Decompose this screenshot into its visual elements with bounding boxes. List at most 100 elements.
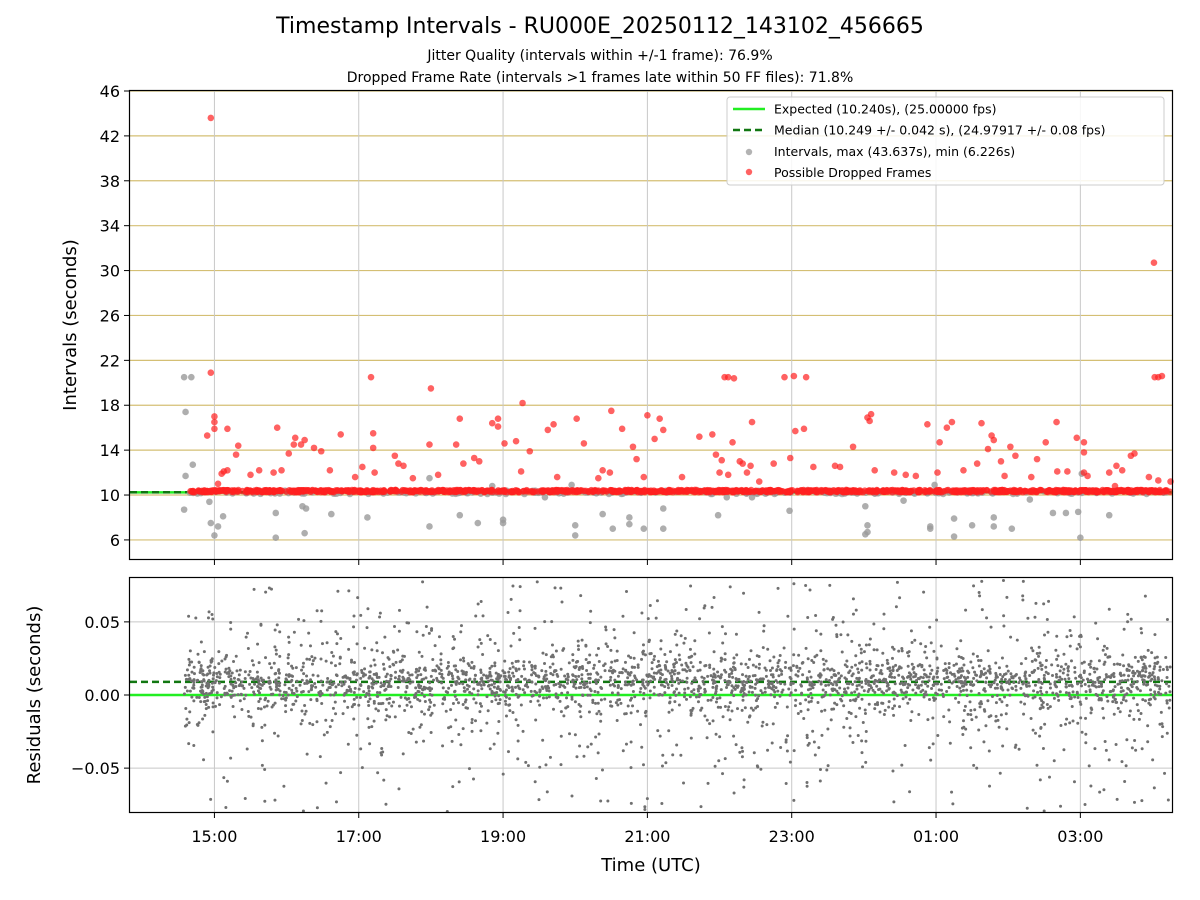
residual-point [272, 661, 276, 665]
residual-point [507, 697, 511, 701]
residual-point [773, 705, 777, 709]
residual-point [318, 755, 322, 759]
residual-point [507, 703, 511, 707]
residual-point [847, 710, 851, 714]
residual-point [921, 676, 925, 680]
residual-point [241, 684, 245, 688]
residual-point [263, 799, 267, 803]
residual-point [417, 669, 421, 673]
residual-point [648, 696, 652, 700]
residual-point [1021, 579, 1025, 583]
residual-point [384, 718, 388, 722]
residual-point [856, 667, 860, 671]
residual-point [340, 684, 344, 688]
residual-point [1076, 696, 1080, 700]
legend-median-label: Median (10.249 +/- 0.042 s), (24.97917 +… [774, 123, 1105, 138]
residual-point [374, 707, 378, 711]
residual-point [698, 617, 702, 621]
residual-point [380, 651, 384, 655]
residual-point [1036, 666, 1040, 670]
residual-point [684, 661, 688, 665]
residual-point [1148, 671, 1152, 675]
dropped-frame-point [748, 418, 756, 426]
residual-point [845, 717, 849, 721]
dropped-frame-point [1042, 438, 1050, 446]
dropped-frame-point [519, 399, 526, 407]
residual-point [853, 690, 857, 694]
residual-point [665, 660, 669, 664]
residual-point [492, 685, 496, 689]
dropped-frame-point [526, 447, 534, 455]
residual-point [457, 780, 461, 784]
residual-point [1048, 686, 1052, 690]
residual-point [747, 657, 751, 661]
residual-point [910, 662, 914, 666]
residual-point [533, 780, 537, 784]
residual-point [362, 672, 366, 676]
residual-point [773, 690, 777, 694]
residual-point [660, 802, 664, 806]
residual-point [246, 710, 250, 714]
residual-point [997, 666, 1001, 670]
residual-point [453, 637, 457, 641]
residual-point [183, 685, 187, 689]
dropped-frame-point [1100, 488, 1108, 496]
chart-title: Timestamp Intervals - RU000E_20250112_14… [276, 14, 924, 39]
residual-point [365, 692, 369, 696]
residual-point [559, 710, 563, 714]
residual-point [861, 721, 865, 725]
residual-point [275, 685, 279, 689]
residual-point [995, 686, 999, 690]
residual-point [566, 691, 570, 695]
residual-point [588, 621, 592, 625]
residual-point [689, 708, 693, 712]
residual-point [384, 802, 388, 806]
residual-point [397, 787, 401, 791]
residual-point [797, 653, 801, 657]
residual-point [556, 696, 560, 700]
residual-point [702, 676, 706, 680]
residual-point [804, 584, 808, 588]
residual-point [258, 697, 262, 701]
residual-point [1122, 673, 1126, 677]
residual-point [538, 694, 542, 698]
residual-point [928, 664, 932, 668]
residual-point [822, 668, 826, 672]
residual-point [506, 611, 510, 615]
residual-point [286, 661, 290, 665]
dropped-frame-point [767, 486, 775, 494]
residual-point [893, 704, 897, 708]
dropped-frame-points [187, 114, 1174, 496]
residual-point [961, 733, 965, 737]
residual-point [1147, 701, 1151, 705]
residual-point [908, 790, 912, 794]
residual-point [1047, 599, 1051, 603]
residual-point [324, 718, 328, 722]
residual-point [577, 674, 581, 678]
residual-point [319, 619, 323, 623]
residual-point [594, 735, 598, 739]
residual-point [1089, 665, 1093, 669]
residual-point [305, 752, 309, 756]
residual-point [353, 660, 357, 664]
residual-point [202, 678, 206, 682]
residual-point [530, 694, 534, 698]
residual-point [505, 678, 509, 682]
residual-point [1115, 797, 1119, 801]
residual-point [225, 653, 229, 657]
residual-point [1011, 676, 1015, 680]
residual-point [546, 684, 550, 688]
residual-point [467, 767, 471, 771]
dropped-frame-point [580, 440, 588, 447]
legend-intervals-label: Intervals, max (43.637s), min (6.226s) [774, 144, 1015, 159]
residual-point [1165, 676, 1169, 680]
residual-point [632, 631, 636, 635]
top-y-tick-label: 22 [100, 351, 120, 370]
residual-point [578, 744, 582, 748]
residual-point [858, 706, 862, 710]
residual-point [961, 681, 965, 685]
residual-point [741, 698, 745, 702]
residual-point [768, 659, 772, 663]
residual-point [420, 710, 424, 714]
